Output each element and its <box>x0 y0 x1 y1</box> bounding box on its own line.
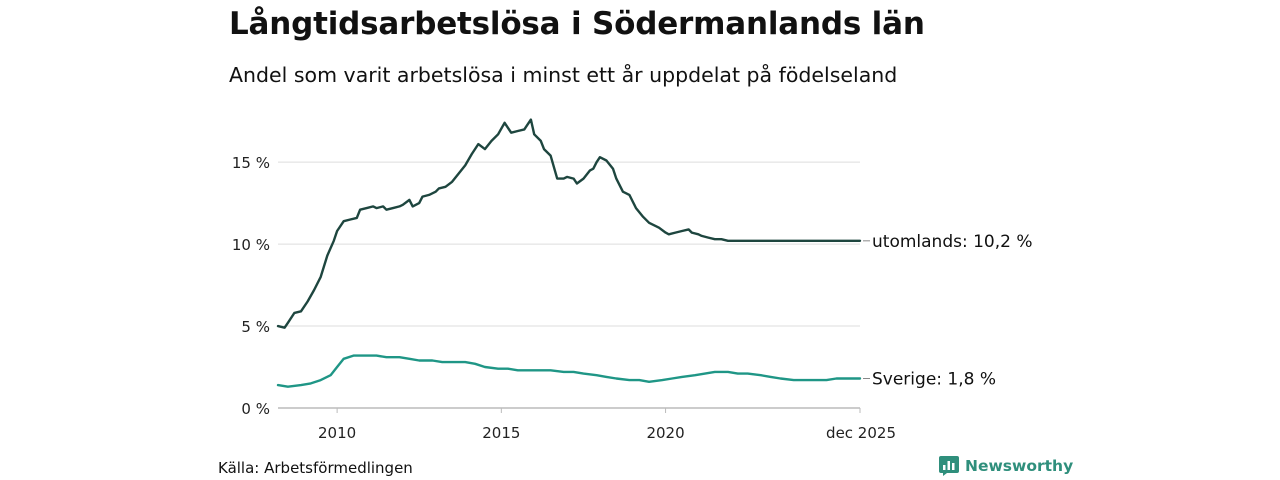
series-lines <box>276 118 862 388</box>
x-tick-label: 2020 <box>646 424 684 442</box>
end-label-sverige: Sverige: 1,8 % <box>872 370 996 390</box>
chart-subtitle: Andel som varit arbetslösa i minst ett å… <box>229 63 898 87</box>
gridlines <box>278 161 860 409</box>
y-tick-label: 15 % <box>232 154 270 172</box>
x-tick-label: dec 2025 <box>826 424 896 442</box>
end-label-utomlands: utomlands: 10,2 % <box>872 232 1033 252</box>
x-tick-label: 2015 <box>482 424 520 442</box>
y-axis-ticks: 0 % 5 % 10 % 15 % <box>232 154 270 418</box>
y-tick-label: 10 % <box>232 236 270 254</box>
brand-logo: Newsworthy <box>939 456 1073 476</box>
x-tick-label: 2010 <box>318 424 356 442</box>
x-axis-ticks: 2010 2015 2020 dec 2025 <box>318 408 896 442</box>
brand-name: Newsworthy <box>965 457 1074 475</box>
series-line-utomlands <box>276 118 862 329</box>
source-note: Källa: Arbetsförmedlingen <box>218 459 413 477</box>
chart-title: Långtidsarbetslösa i Södermanlands län <box>229 6 925 42</box>
y-tick-label: 0 % <box>241 400 270 418</box>
newsworthy-logo-icon <box>939 456 959 476</box>
series-line-sverige <box>276 354 862 388</box>
series-end-labels: utomlands: 10,2 % Sverige: 1,8 % <box>863 232 1033 390</box>
y-tick-label: 5 % <box>241 318 270 336</box>
